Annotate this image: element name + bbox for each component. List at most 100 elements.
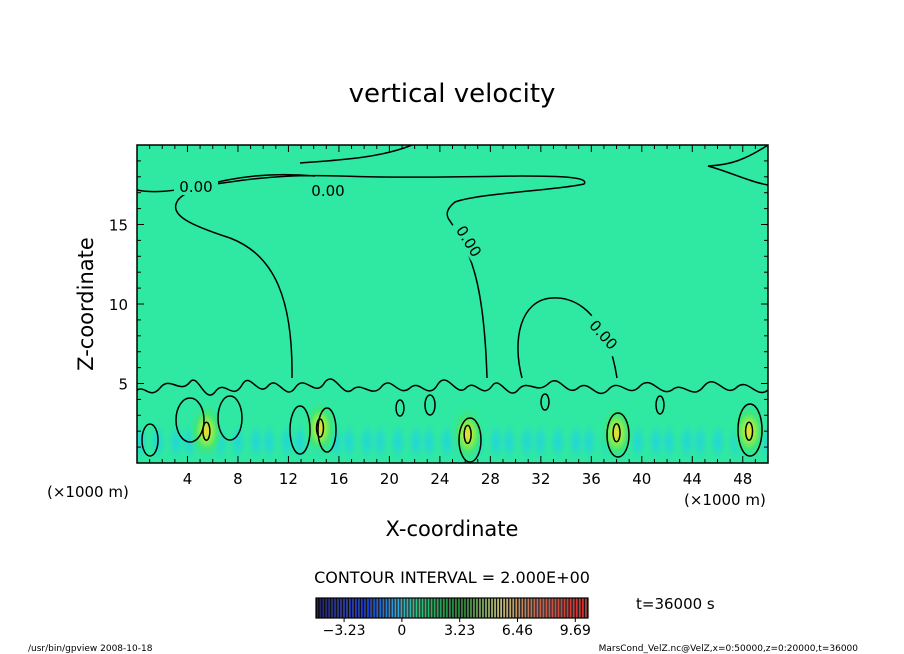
colorbar-stripe [518,598,521,618]
colorbar-stripe-gap [426,598,428,618]
colorbar-stripe [527,598,530,618]
colorbar-stripe [337,598,339,618]
updraft-core-contour-5 [744,421,754,441]
colorbar-stripe-gap [372,598,374,618]
colorbar-stripe [421,598,424,618]
colorbar-stripe [334,598,336,618]
colorbar-stripe [394,598,397,618]
colorbar-stripe [569,598,572,618]
colorbar-stripe-gap [341,598,344,618]
x-tick-label: 40 [632,470,651,488]
colorbar-stripe-gap [366,598,368,618]
colorbar-stripe [439,598,442,618]
y-tick-label: 15 [109,217,128,235]
contour-line-small-closed [141,393,763,463]
x-tick-label: 4 [183,470,193,488]
colorbar-stripe-gap [329,598,332,618]
colorbar-tick-label: 0 [397,623,406,639]
colorbar-stripe [328,598,330,618]
colorbar-stripe [461,598,463,618]
colorbar-stripe [488,598,490,618]
colorbar-stripe [436,598,439,618]
colorbar-stripe [376,598,379,618]
x-tick-label: 24 [430,470,449,488]
colorbar-stripe [412,598,415,618]
colorbar-stripe [373,598,376,618]
colorbar-stripe-gap [323,598,326,618]
colorbar-stripe-gap [571,598,573,618]
colorbar-stripe-gap [517,598,519,618]
colorbar-stripe [442,598,445,618]
colorbar-stripe-gap [347,598,350,618]
updraft-core-3 [449,404,486,463]
updraft-core-2 [301,398,338,459]
colorbar-stripe-gap [580,598,582,618]
colorbar-stripe [427,598,430,618]
x-tick-label: 44 [683,470,702,488]
colorbar-stripe [343,598,345,618]
colorbar-stripe-gap [520,598,522,618]
colorbar-stripe-gap [559,598,561,618]
colorbar-stripe-gap [489,598,492,618]
colorbar-stripe [485,598,487,618]
colorbar-stripe [382,598,385,618]
colorbar-stripe-gap [353,598,356,618]
colorbar-stripe-gap [447,598,449,618]
colorbar-stripe [503,598,506,618]
colorbar-stripes [316,598,588,618]
colorbar-stripe [391,598,394,618]
colorbar-stripe [524,598,527,618]
shading-cold-cell [500,422,518,462]
colorbar-stripe-gap [511,598,513,618]
colorbar-stripe-gap [486,598,489,618]
colorbar-stripe [364,598,367,618]
colorbar-stripe [430,598,433,618]
colorbar-stripe [509,598,512,618]
colorbar-stripe [406,598,409,618]
colorbar-tick-label: 9.69 [560,623,591,639]
colorbar-stripe-gap [568,598,570,618]
time-text: t=36000 s [636,595,715,613]
x-tick-label: 32 [531,470,550,488]
colorbar-stripe-gap [432,598,434,618]
colorbar-stripe-gap [390,598,392,618]
colorbar-stripe [551,598,554,618]
colorbar-stripe-gap [356,598,359,618]
colorbar-stripe [319,598,321,618]
colorbar-stripe-gap [399,598,401,618]
colorbar-stripe-gap [553,598,555,618]
colorbar-stripe-gap [420,598,422,618]
colorbar-stripe [473,598,475,618]
colorbar-stripe-gap [556,598,558,618]
colorbar-stripe-gap [526,598,528,618]
colorbar-stripe-gap [326,598,329,618]
colorbar-stripe-gap [462,598,465,618]
colorbar-stripe [512,598,515,618]
colorbar-stripe-gap [369,598,371,618]
colorbar-stripe-gap [492,598,495,618]
colorbar-stripe-gap [565,598,567,618]
colorbar: −3.23 0 3.23 6.46 9.69 [315,597,591,639]
colorbar-stripe-gap [471,598,474,618]
colorbar-stripe [445,598,448,618]
colorbar-stripe-gap [529,598,531,618]
colorbar-stripe [370,598,373,618]
colorbar-stripe [482,598,484,618]
colorbar-stripe-gap [332,598,335,618]
colorbar-stripe [340,598,342,618]
shading-cold-cell [167,422,185,462]
colorbar-stripe-gap [408,598,410,618]
colorbar-stripe-gap [465,598,468,618]
colorbar-stripe [542,598,545,618]
colorbar-stripe [452,598,454,618]
updraft-core-contour-3 [463,424,472,445]
colorbar-stripe [554,598,557,618]
x-tick-label: 48 [733,470,752,488]
colorbar-stripe-gap [411,598,413,618]
colorbar-stripe [418,598,421,618]
colorbar-stripe-gap [535,598,537,618]
colorbar-stripe-gap [459,598,462,618]
colorbar-stripe-gap [423,598,425,618]
colorbar-stripe [403,598,406,618]
y-tick-label: 10 [109,296,128,314]
